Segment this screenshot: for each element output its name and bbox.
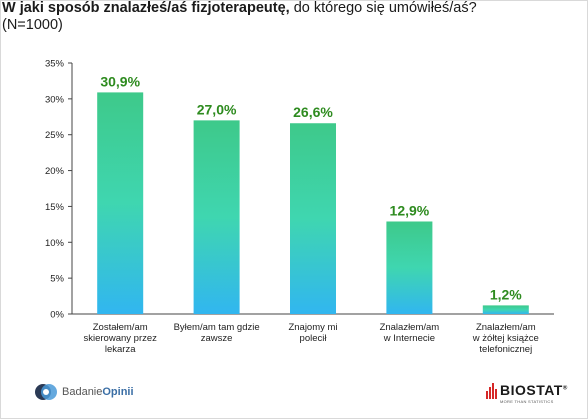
category-label: zawsze bbox=[201, 333, 233, 344]
bar-value-label: 12,9% bbox=[390, 202, 430, 218]
category-label: Znajomy mi bbox=[288, 322, 337, 333]
bars bbox=[97, 92, 529, 315]
category-label: skierowany przez bbox=[84, 333, 158, 344]
y-tick-label: 10% bbox=[45, 238, 65, 249]
bar bbox=[290, 123, 336, 315]
value-labels: 30,9% 27,0% 26,6% 12,9% 1,2% bbox=[100, 73, 522, 302]
title-sample-size: (N=1000) bbox=[2, 17, 63, 33]
category-label: w żółtej książce bbox=[472, 333, 539, 344]
category-label: lekarza bbox=[105, 344, 136, 355]
biostat-registered-mark: ® bbox=[562, 385, 568, 392]
category-label: Zostałem/am bbox=[93, 322, 148, 333]
y-tick-label: 20% bbox=[45, 166, 65, 177]
biostat-logo-text: BIOSTAT® bbox=[500, 382, 568, 398]
badanie-opinii-logo-icon bbox=[35, 384, 57, 400]
y-tick-label: 35% bbox=[45, 59, 65, 70]
bar bbox=[482, 305, 529, 314]
category-label: Byłem/am tam gdzie bbox=[174, 322, 260, 333]
y-tick-label: 0% bbox=[50, 310, 64, 321]
biostat-word: BIOSTAT bbox=[500, 382, 563, 398]
y-tick-label: 30% bbox=[45, 94, 65, 105]
biostat-logo-icon bbox=[486, 383, 497, 399]
category-label: Znalazłem/am bbox=[380, 322, 440, 333]
biostat-logo: BIOSTAT® MORE THAN STATISTICS bbox=[486, 382, 578, 412]
category-label: Znalazłem/am bbox=[476, 322, 536, 333]
badanie-opinii-logo-text: BadanieOpinii bbox=[62, 386, 134, 398]
badanie-opinii-logo: BadanieOpinii bbox=[34, 380, 134, 404]
bar-value-label: 26,6% bbox=[293, 104, 333, 120]
biostat-tagline: MORE THAN STATISTICS bbox=[500, 399, 554, 404]
title-normal: do którego się umówiłeś/aś? bbox=[289, 0, 477, 16]
y-tick-label: 25% bbox=[45, 130, 65, 141]
category-label: telefonicznej bbox=[479, 344, 532, 355]
bar-value-label: 27,0% bbox=[197, 101, 237, 117]
category-label: w Internecie bbox=[383, 333, 435, 344]
axes: 0% 5% 10% 15% 20% 25% 30% 35% bbox=[45, 59, 554, 321]
y-tick-label: 15% bbox=[45, 202, 65, 213]
bar bbox=[386, 221, 433, 314]
logo-left-bold-word: Opinii bbox=[102, 386, 134, 398]
category-label: polecił bbox=[300, 333, 328, 344]
bar-value-label: 30,9% bbox=[100, 73, 140, 89]
chart-title: W jaki sposób znalazłeś/aś fizjoterapeut… bbox=[2, 0, 586, 34]
y-tick-label: 5% bbox=[50, 274, 64, 285]
title-bold: W jaki sposób znalazłeś/aś fizjoterapeut… bbox=[2, 0, 290, 16]
bar bbox=[97, 92, 144, 314]
bar-chart-svg: 0% 5% 10% 15% 20% 25% 30% 35% 30,9% 27,0% 26,6% 12… bbox=[45, 59, 554, 355]
logo-left-word: Badanie bbox=[62, 386, 103, 398]
bar-value-label: 1,2% bbox=[490, 286, 522, 302]
bar bbox=[193, 120, 240, 314]
bar-chart: 0% 5% 10% 15% 20% 25% 30% 35% 30,9% 27,0% 26,6% 12… bbox=[0, 50, 588, 370]
